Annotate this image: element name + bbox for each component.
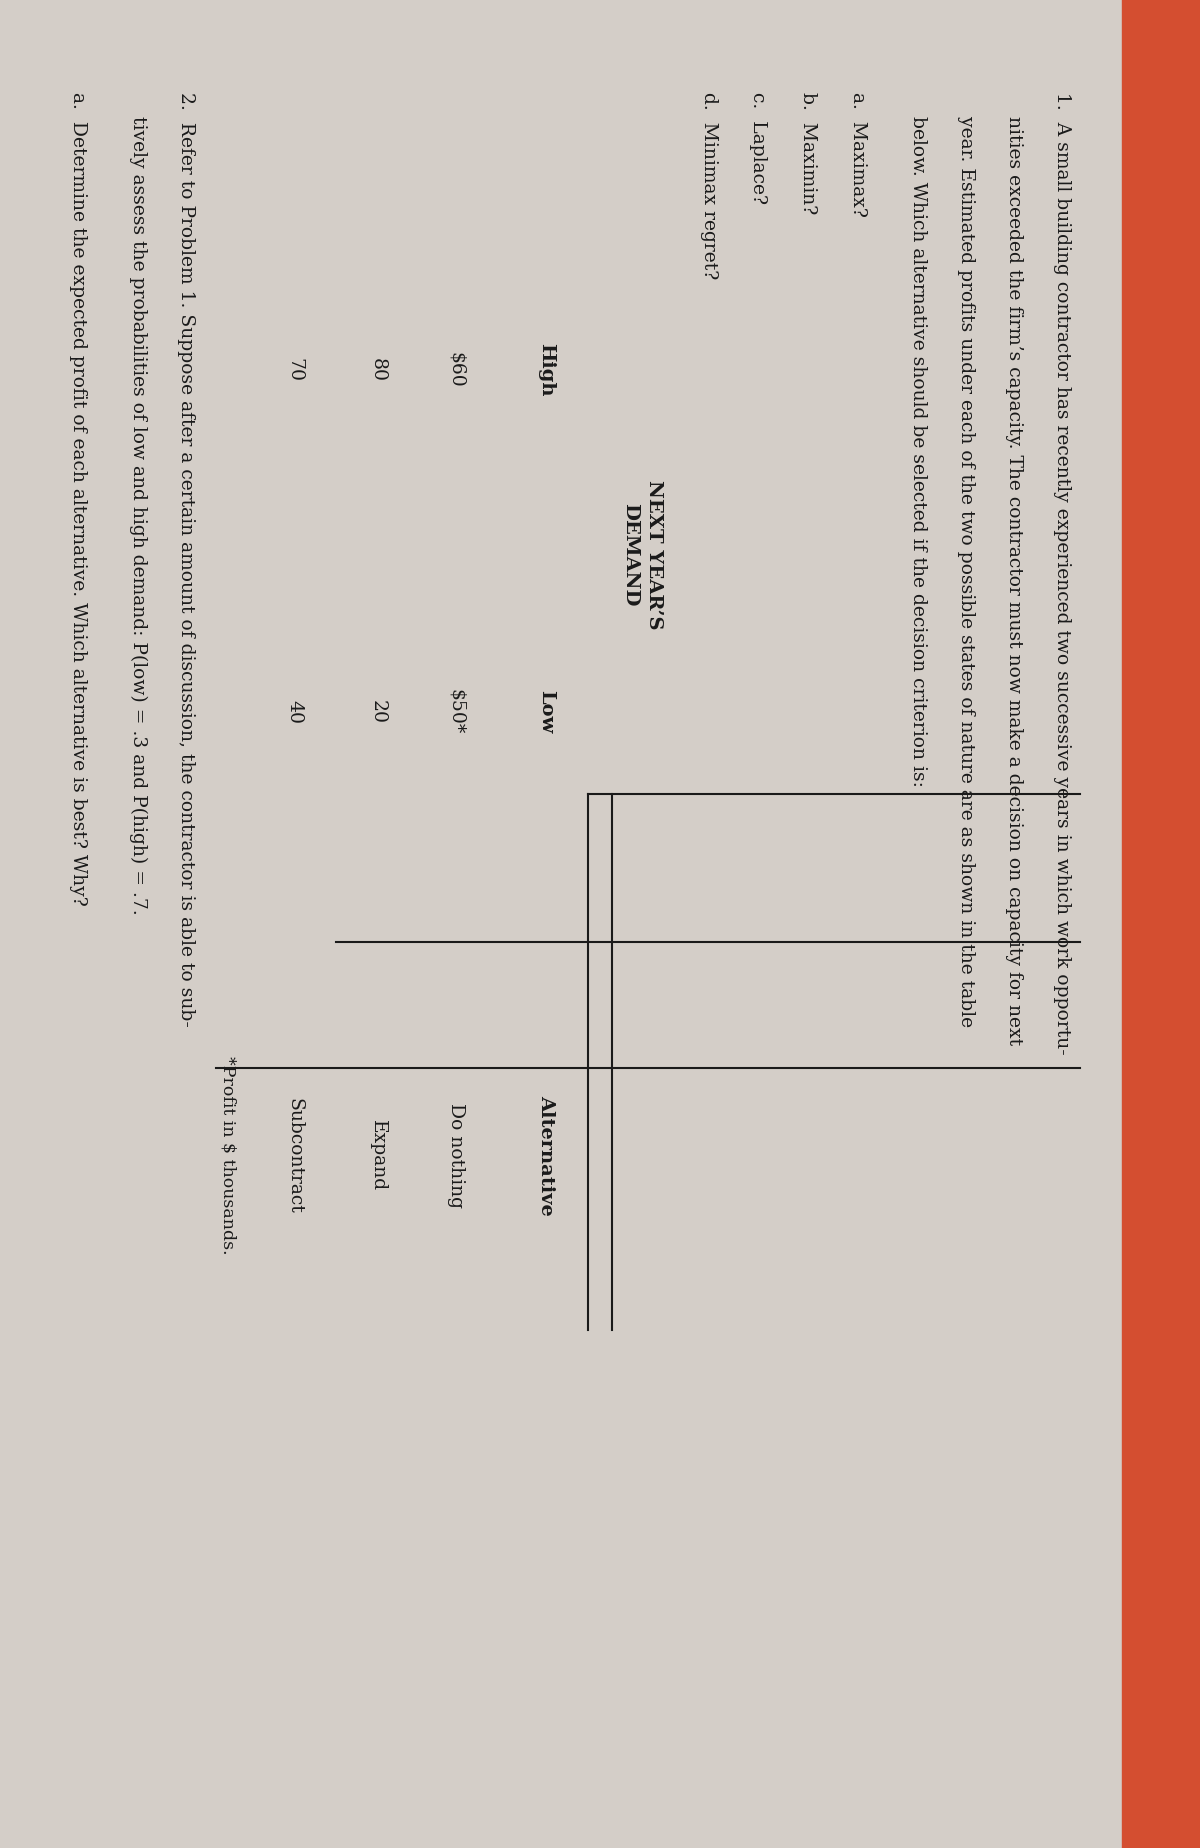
- Text: 40: 40: [286, 700, 302, 723]
- Text: Do nothing: Do nothing: [446, 1103, 466, 1207]
- Text: c.  Laplace?: c. Laplace?: [749, 92, 768, 205]
- Text: Subcontract: Subcontract: [286, 1098, 302, 1212]
- Text: $50*: $50*: [446, 689, 466, 734]
- Text: below. Which alternative should be selected if the decision criterion is:: below. Which alternative should be selec…: [910, 92, 928, 787]
- Text: 20: 20: [370, 700, 386, 723]
- Text: 1.  A small building contractor has recently experienced two successive years in: 1. A small building contractor has recen…: [1052, 92, 1072, 1055]
- Text: High: High: [538, 344, 554, 395]
- Bar: [1122, 0, 1200, 1848]
- Text: NEXT YEAR’S
DEMAND: NEXT YEAR’S DEMAND: [622, 480, 662, 628]
- Text: Alternative: Alternative: [538, 1094, 554, 1216]
- Text: nities exceeded the firm’s capacity. The contractor must now make a decision on : nities exceeded the firm’s capacity. The…: [1004, 92, 1022, 1044]
- Text: a.  Maхimaх?: a. Maхimaх?: [850, 92, 866, 218]
- Text: 70: 70: [286, 359, 302, 381]
- Text: a.  Determine the expected profit of each alternative. Which alternative is best: a. Determine the expected profit of each…: [68, 92, 88, 906]
- Text: Low: Low: [538, 689, 554, 734]
- Text: d.  Minimax regret?: d. Minimax regret?: [701, 92, 718, 279]
- Text: *Profit in $ thousands.: *Profit in $ thousands.: [220, 1055, 236, 1255]
- Text: 80: 80: [370, 359, 386, 381]
- Text: Expand: Expand: [370, 1120, 386, 1190]
- Text: b.  Maximin?: b. Maximin?: [799, 92, 817, 214]
- Text: 2.  Refer to Problem 1. Suppose after a certain amount of discussion, the contra: 2. Refer to Problem 1. Suppose after a c…: [176, 92, 194, 1027]
- Text: $60: $60: [446, 351, 466, 388]
- Text: tively assess the probabilities of low and high demand: P(low) = .3 and P(high) : tively assess the probabilities of low a…: [128, 92, 148, 915]
- Text: year. Estimated profits under each of the two possible states of nature are as s: year. Estimated profits under each of th…: [958, 92, 976, 1027]
